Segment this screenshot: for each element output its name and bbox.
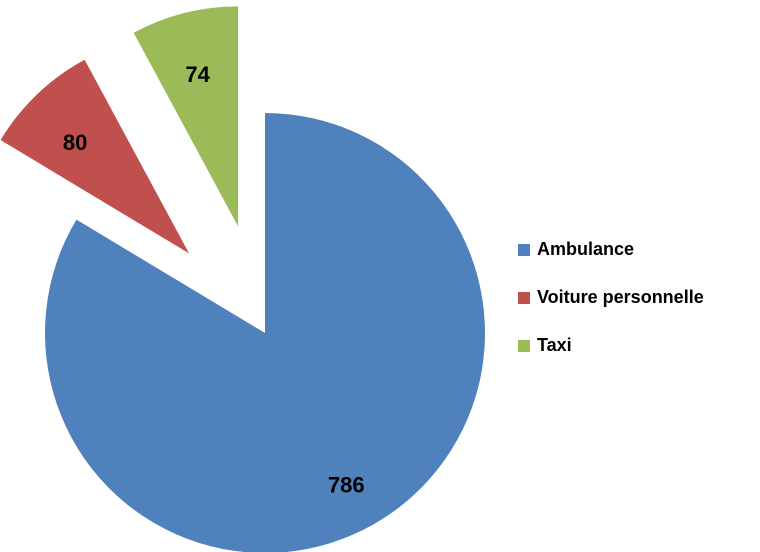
legend-swatch [518, 292, 530, 304]
pie-slice [0, 59, 190, 254]
pie-slice [45, 113, 485, 552]
data-label: 786 [328, 472, 365, 497]
legend-label: Taxi [537, 335, 572, 355]
data-label: 74 [185, 62, 210, 87]
legend-swatch [518, 340, 530, 352]
legend-label: Voiture personnelle [537, 287, 704, 307]
legend-swatch [518, 244, 530, 256]
data-label: 80 [63, 130, 87, 155]
legend-label: Ambulance [537, 239, 634, 259]
pie-slice [133, 6, 239, 227]
